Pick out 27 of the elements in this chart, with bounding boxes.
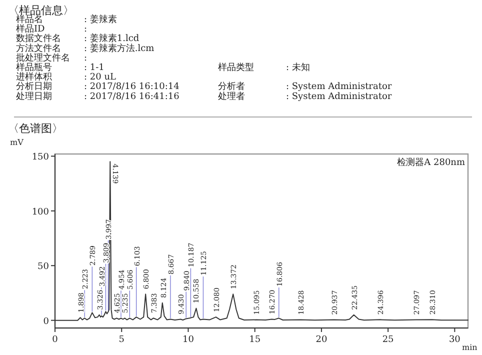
text: 方法文件名 : 姜辣素方法.lcm <box>16 44 154 54</box>
text: 样品类型 : 未知 <box>218 63 310 73</box>
chart-title: 〈色谱图〉 <box>8 122 63 135</box>
text: 进样体积 : 20 uL <box>16 72 116 83</box>
text: 处理日期 : 2017/8/16 16:41:16 <box>16 92 180 102</box>
text: 数据文件名 : 姜辣素1.lcd <box>16 34 140 44</box>
text: 处理者 : System Administrator <box>218 92 392 102</box>
x-tick-label: 20 <box>316 335 328 345</box>
y-tick-label: 100 <box>32 207 50 218</box>
x-tick-label: 30 <box>448 335 461 345</box>
x-tick-label: 15 <box>249 335 261 345</box>
x-tick-label: 10 <box>182 335 194 345</box>
x-tick-label: 0 <box>52 335 58 345</box>
text: 批处理文件名 : <box>16 53 88 64</box>
x-axis-title: min <box>462 343 478 352</box>
y-tick-label: 0 <box>43 316 50 327</box>
y-tick-label: 50 <box>38 262 50 272</box>
text: 样品瓶号 : 1-1 <box>16 63 104 73</box>
text: 分析日期 : 2017/8/16 16:10:14 <box>16 82 180 92</box>
text: 分析者 : System Administrator <box>218 82 392 92</box>
y-axis-title: mV <box>10 138 24 147</box>
y-tick-label: 150 <box>32 152 50 163</box>
text: 样品名 : 姜辣素 <box>16 15 117 25</box>
x-tick-label: 5 <box>118 335 125 345</box>
x-tick-label: 25 <box>382 335 394 345</box>
annotation: 检测器A 280nm <box>397 157 466 168</box>
text: 样品ID : <box>16 24 88 35</box>
